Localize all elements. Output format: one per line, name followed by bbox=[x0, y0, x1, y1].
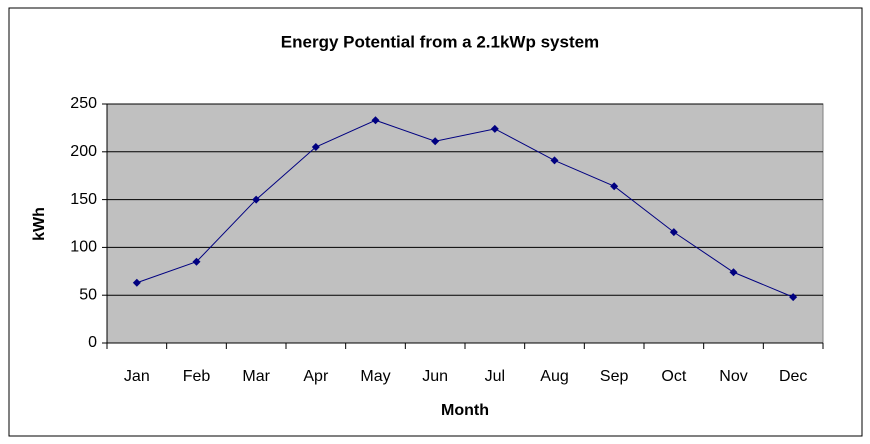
y-tick-label: 200 bbox=[70, 143, 97, 160]
y-tick-label: 150 bbox=[70, 191, 97, 208]
marker bbox=[610, 182, 619, 191]
marker bbox=[490, 124, 499, 133]
x-tick-label: Jan bbox=[124, 368, 150, 385]
y-tick-label: 100 bbox=[70, 239, 97, 256]
series-line bbox=[136, 119, 794, 298]
x-tick-label: Feb bbox=[183, 368, 211, 385]
x-tick-label: May bbox=[360, 368, 390, 385]
x-tick-label: Apr bbox=[303, 368, 329, 385]
y-tick-label: 50 bbox=[79, 286, 97, 303]
chart-title: Energy Potential from a 2.1kWp system bbox=[281, 32, 599, 51]
marker bbox=[132, 278, 141, 287]
x-tick-label: Aug bbox=[540, 368, 568, 385]
marker bbox=[431, 137, 440, 146]
x-tick-label: Jul bbox=[485, 368, 505, 385]
x-tick-label: Nov bbox=[719, 368, 747, 385]
marker bbox=[669, 228, 678, 237]
x-tick-label: Dec bbox=[779, 368, 807, 385]
x-axis-label: Month bbox=[441, 402, 489, 419]
y-axis-label: kWh bbox=[31, 207, 48, 241]
marker bbox=[192, 257, 201, 266]
y-tick-label: 250 bbox=[70, 95, 97, 112]
y-tick-label: 0 bbox=[88, 334, 97, 351]
x-tick-label: Jun bbox=[422, 368, 448, 385]
marker bbox=[550, 156, 559, 165]
marker bbox=[789, 293, 798, 302]
marker bbox=[252, 195, 261, 204]
x-tick-label: Mar bbox=[242, 368, 270, 385]
plot-area bbox=[106, 103, 824, 344]
x-tick-label: Sep bbox=[600, 368, 629, 385]
marker bbox=[311, 143, 320, 152]
x-tick-label: Oct bbox=[661, 368, 686, 385]
marker bbox=[729, 268, 738, 277]
marker bbox=[371, 116, 380, 125]
